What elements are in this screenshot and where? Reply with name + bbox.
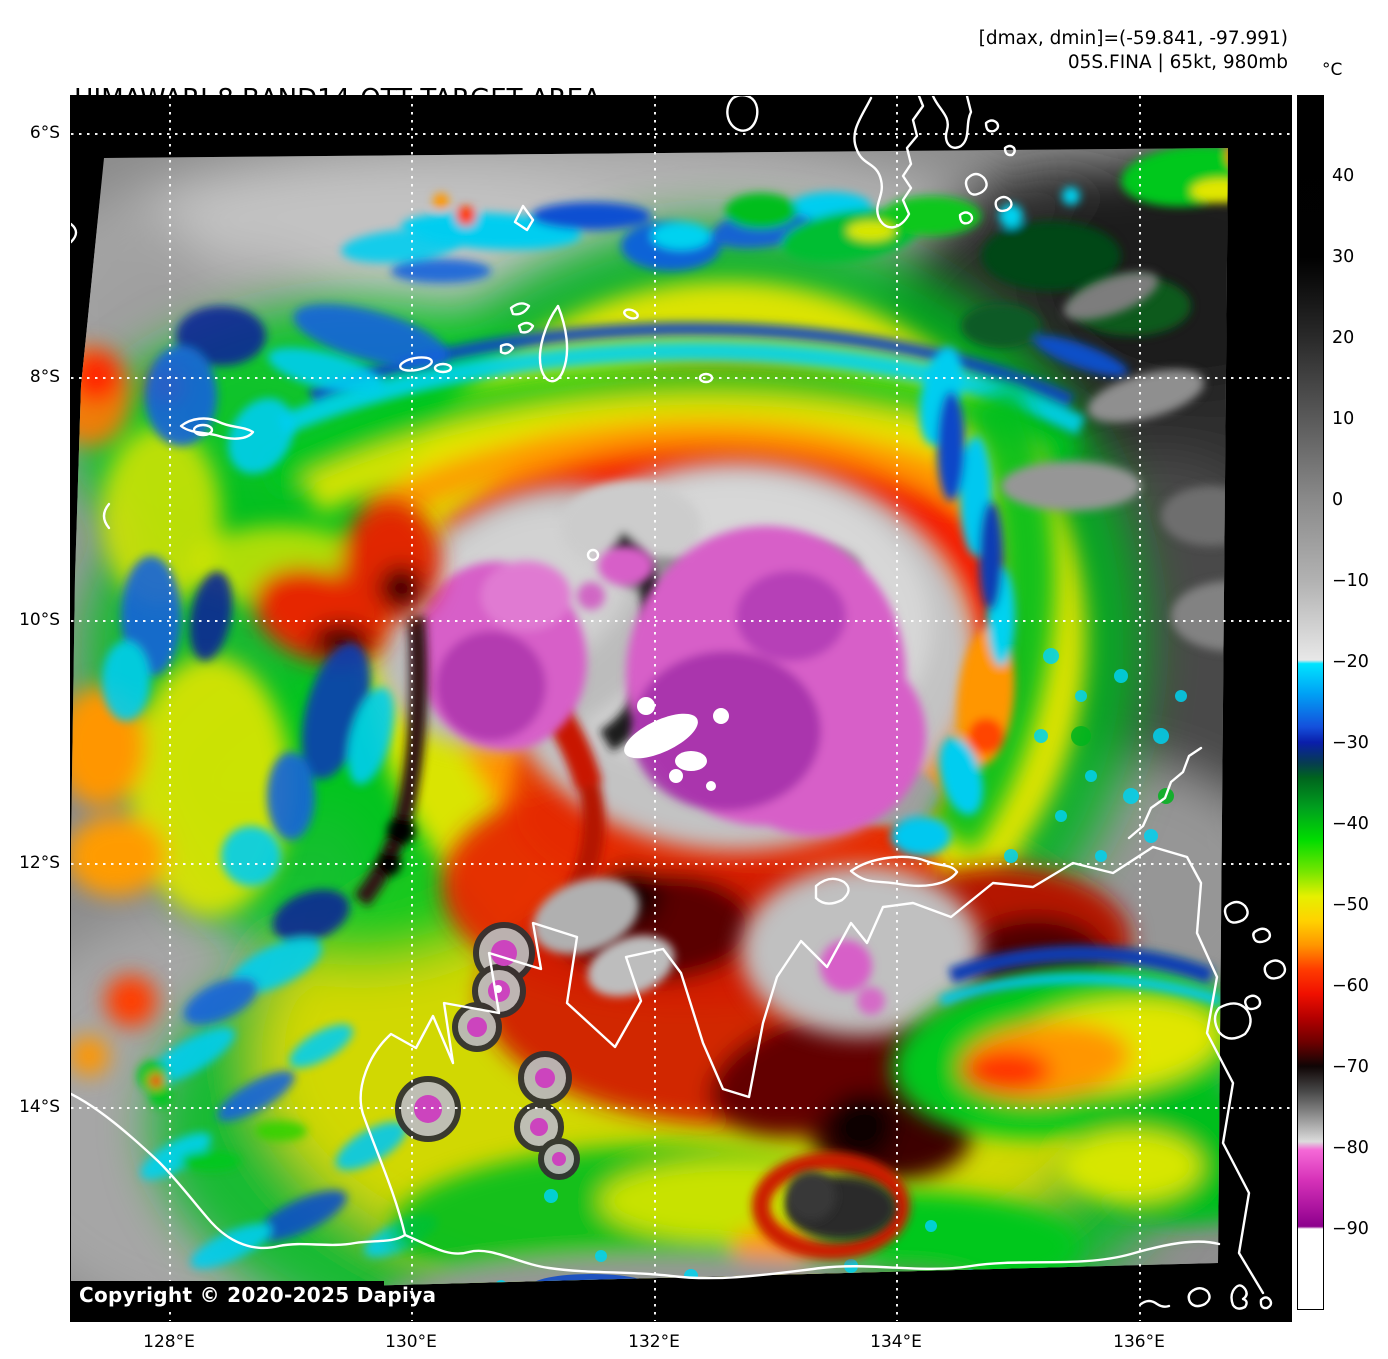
cb-tick-m60: −60 (1332, 976, 1369, 996)
lon-label-128e: 128°E (143, 1332, 195, 1352)
cb-tick-m20: −20 (1332, 652, 1369, 672)
imagery-swath (71, 148, 1228, 1296)
copyright-badge: Copyright © 2020-2025 Dapiya (70, 1281, 436, 1309)
storm-info: 05S.FINA | 65kt, 980mb (1067, 52, 1288, 73)
lat-label-8s: 8°S (29, 367, 60, 387)
graticule (71, 96, 1291, 1321)
coastlines (71, 96, 1287, 1310)
dmax-dmin-readout: [dmax, dmin]=(-59.841, -97.991) (978, 28, 1288, 49)
cb-tick-10: 10 (1332, 409, 1355, 429)
lon-label-130e: 130°E (385, 1332, 437, 1352)
lat-label-10s: 10°S (19, 610, 60, 630)
cb-tick-m70: −70 (1332, 1057, 1369, 1077)
cb-tick-0: 0 (1332, 490, 1344, 510)
map-canvas (70, 95, 1292, 1322)
cb-tick-m90: −90 (1332, 1219, 1369, 1239)
lat-label-14s: 14°S (19, 1097, 60, 1117)
lon-label-134e: 134°E (870, 1332, 922, 1352)
cb-tick-m10: −10 (1332, 571, 1369, 591)
lat-label-12s: 12°S (19, 853, 60, 873)
lon-label-132e: 132°E (628, 1332, 680, 1352)
cb-tick-30: 30 (1332, 247, 1355, 267)
colorbar-unit: °C (1322, 60, 1343, 80)
cb-tick-m50: −50 (1332, 895, 1369, 915)
cell-train (395, 878, 910, 1260)
cyan-speckles-east (1004, 648, 1187, 863)
temperature-colorbar (1297, 95, 1324, 1310)
cb-tick-m80: −80 (1332, 1138, 1369, 1158)
cb-tick-m40: −40 (1332, 814, 1369, 834)
cb-tick-m30: −30 (1332, 733, 1369, 753)
cb-tick-40: 40 (1332, 166, 1355, 186)
overshooting-tops (624, 697, 729, 791)
lon-label-136e: 136°E (1113, 1332, 1165, 1352)
lat-label-6s: 6°S (29, 123, 60, 143)
satellite-image (71, 96, 1291, 1321)
meta-block: [dmax, dmin]=(-59.841, -97.991) 05S.FINA… (860, 27, 1288, 75)
cb-tick-20: 20 (1332, 328, 1355, 348)
